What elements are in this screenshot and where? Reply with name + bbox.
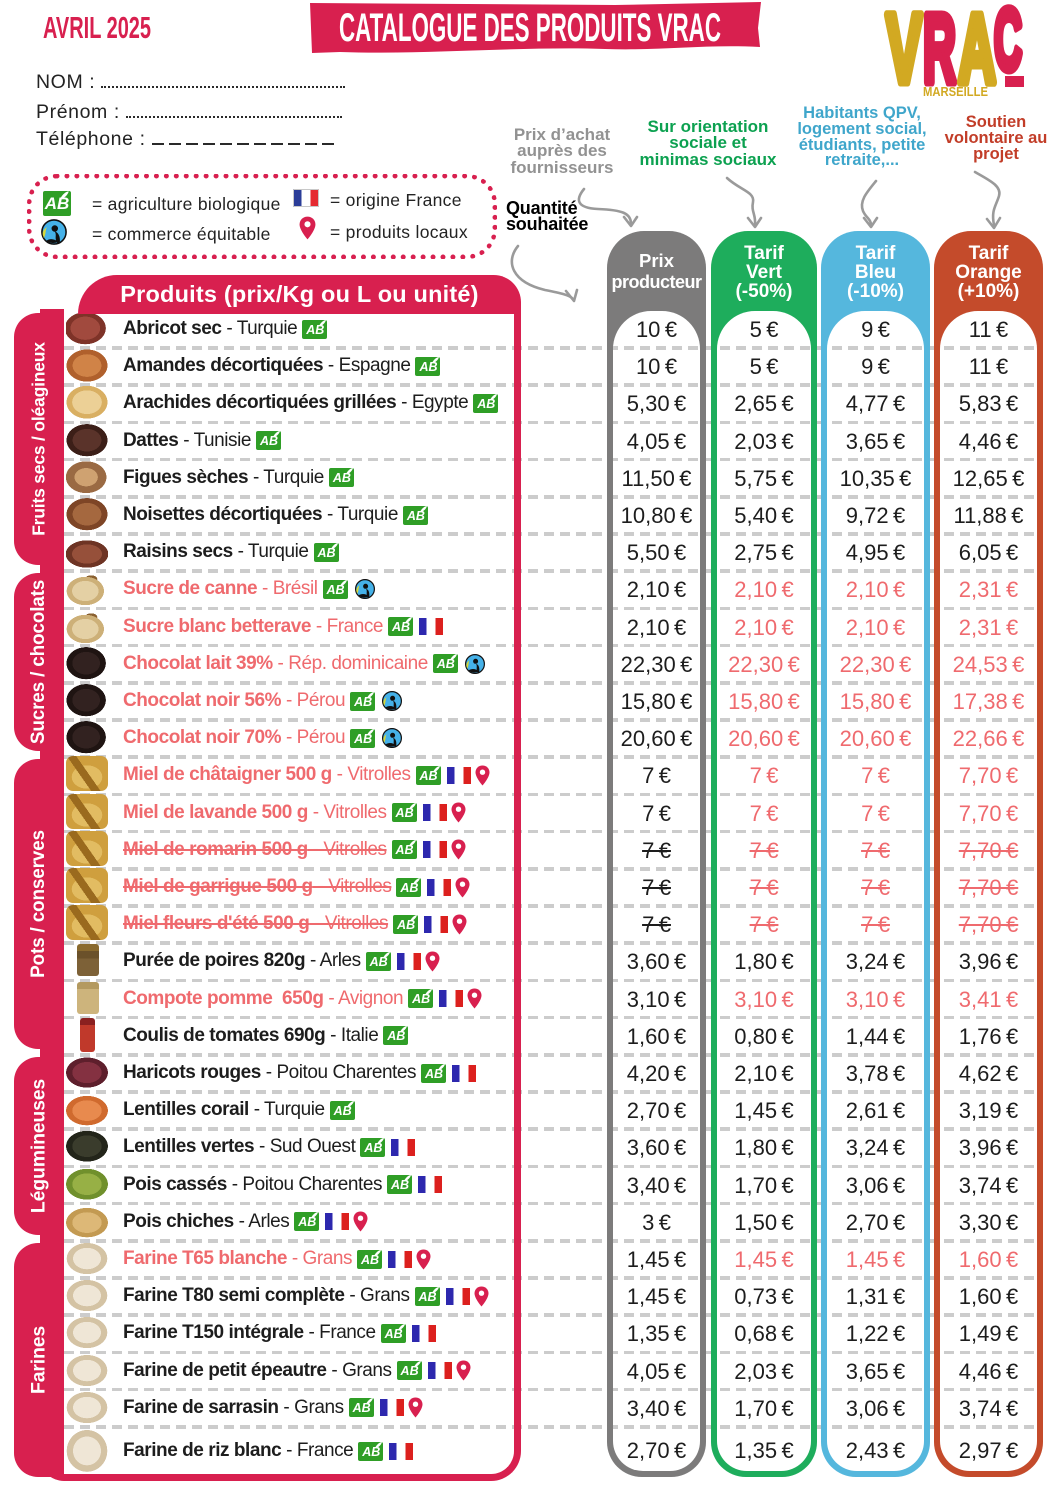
svg-text:MARSEILLE: MARSEILLE	[923, 84, 988, 99]
svg-text:R: R	[923, 0, 956, 100]
svg-text:CATALOGUE DES PRODUITS VRAC: CATALOGUE DES PRODUITS VRAC	[339, 6, 721, 50]
svg-text:C: C	[994, 0, 1022, 88]
svg-text:AVRIL 2025: AVRIL 2025	[43, 10, 151, 44]
svg-text:V: V	[886, 0, 922, 100]
svg-text:A: A	[958, 0, 996, 100]
